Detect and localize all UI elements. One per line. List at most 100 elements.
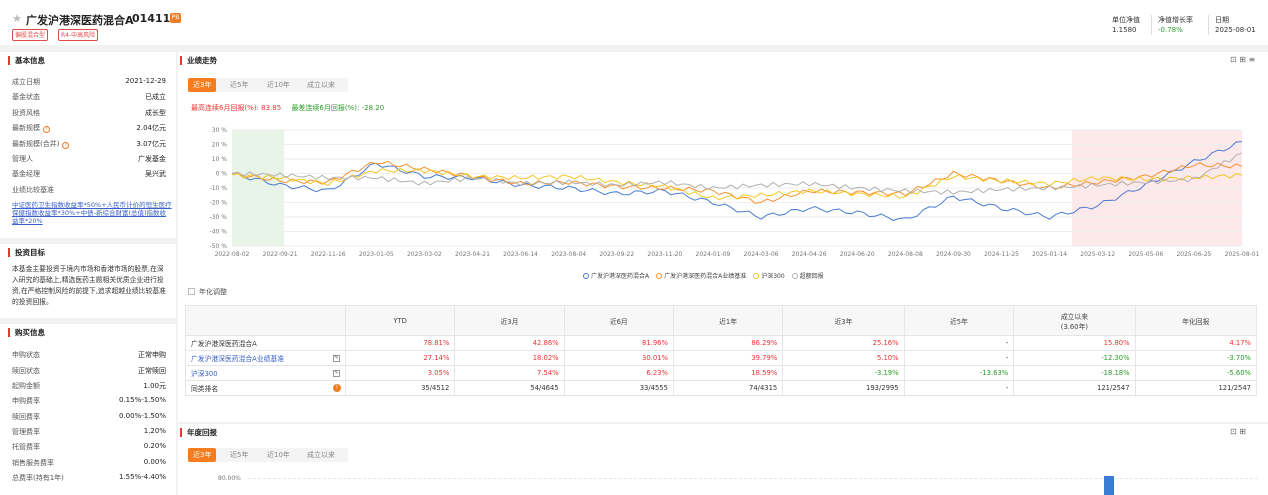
fund-name: 广发沪港深医药混合A [26,14,134,27]
legend-item[interactable]: 沪深300 [753,273,785,280]
y-tick-label: 10 % [212,156,228,163]
growth-value: -0.78% [1158,26,1183,34]
annual-tab-3y[interactable]: 近3年 [188,448,217,462]
table-header: 近5年 [903,305,1015,336]
tab-10y[interactable]: 近10年 [267,81,290,89]
x-tick-label: 2024-09-30 [936,251,971,258]
x-tick-label: 2024-06-20 [840,251,875,258]
table-cell: 18.02% [454,350,565,366]
worst-6m-return: 最差连续6月回报(%): -28.20 [291,104,385,112]
row-name[interactable]: 沪深300 ✎ [185,365,346,381]
annual-toolbar-icons[interactable]: ⊡ ⊞ [1230,427,1246,436]
edit-icon[interactable]: ✎ [333,355,340,362]
basic-info-panel: 基本信息 成立日期 2021-12-29 基金状态 已成立 投资风格 成长型 最新规模… [0,52,176,238]
invest-goal-text: 本基金主要投资于境内市场和香港市场的股票,在深入研究的基础上,精选医药主题相关优… [12,265,166,306]
tab-since-inception[interactable]: 成立以来 [307,81,335,89]
table-cell: 18.59% [672,365,784,381]
x-tick-label: 2023-01-05 [359,251,394,258]
x-tick-label: 2024-04-26 [792,251,827,258]
x-tick-label: 2022-11-16 [311,251,346,258]
annualize-toggle[interactable]: 年化调整 [188,287,227,297]
legend-dot-icon [791,273,798,279]
help-icon[interactable]: ? [62,142,70,149]
x-tick-label: 2025-03-12 [1080,251,1115,258]
table-cell: 3.05% [344,365,456,381]
star-icon[interactable]: ★ [12,12,22,25]
annualize-checkbox[interactable] [188,288,195,295]
series-line-4 [231,152,1243,195]
date-label: 日期 [1215,16,1229,24]
purchase-row: 销售服务费率 0.00% [12,458,166,467]
x-tick-label: 2023-06-14 [503,251,538,258]
purchase-row: 托管费率 0.20% [12,442,166,451]
table-cell: 42.86% [454,335,565,351]
table-cell: 30.01% [563,350,674,366]
date-value: 2025-08-01 [1215,26,1256,34]
table-row: 广发沪港深医药混合A业绩基准 ✎ 27.14% 18.02% 30.01% 39.79% 5… [185,350,1258,366]
annual-gridline [248,478,1258,479]
legend-item[interactable]: 超额回报 [791,273,824,280]
table-cell: 7.54% [454,365,565,381]
purchase-row: 申购费率 0.15%-1.50% [12,396,166,405]
legend-item[interactable]: 广发沪港深医药混合A [583,273,649,280]
series-line-3 [231,167,1243,201]
x-tick-label: 2023-04-21 [455,251,490,258]
best-6m-return: 最高连续6月回报(%): 83.85 [191,104,282,112]
info-icon[interactable]: ! [333,384,341,392]
fund-header: ★ 广发沪港深医药混合A 014114 PB 偏股混合型 R4-中高风险 单位净… [0,0,1268,45]
table-cell: 33/4555 [563,380,674,396]
tab-5y[interactable]: 近5年 [230,81,249,89]
purchase-row: 管理费率 1.20% [12,427,166,436]
tab-3y[interactable]: 近3年 [188,78,217,92]
benchmark-link[interactable]: 中证医药卫生指数收益率*50%+人民币计价的恒生医疗保健指数收益率*30%+中债… [12,201,172,225]
table-cell: 74/4315 [672,380,784,396]
performance-tabs: 近3年 近5年 近10年 成立以来 [188,78,348,92]
info-row: 成立日期 2021-12-29 [12,77,166,86]
table-cell: 35/4512 [344,380,456,396]
table-cell: 121/2547 [1013,380,1136,396]
y-tick-label: -10 % [210,185,228,192]
info-row: 业绩比较基准 [12,186,54,194]
pb-badge: PB [170,13,181,23]
purchase-row: 赎回费率 0.00%-1.50% [12,412,166,421]
x-tick-label: 2022-08-02 [215,251,250,258]
purchase-row: 赎回状态 正常赎回 [12,367,166,375]
table-cell: - [903,350,1015,366]
help-icon[interactable]: ? [43,126,50,133]
edit-icon[interactable]: ✎ [333,370,340,377]
x-tick-label: 2025-05-06 [1128,251,1163,258]
annual-tab-5y[interactable]: 近5年 [230,451,249,459]
row-name[interactable]: 广发沪港深医药混合A业绩基准 ✎ [185,350,346,366]
table-cell: -18.18% [1013,365,1136,381]
info-row: 最新规模(合并)? 3.07亿元 [12,140,166,149]
table-cell: 81.96% [563,335,674,351]
table-header: 近6月 [563,305,674,336]
table-row: 同类排名! 35/4512 54/4645 33/4555 74/4315 193/299… [185,380,1258,396]
x-tick-label: 2023-11-20 [647,251,682,258]
info-row: 基金经理 吴兴武 [12,170,166,178]
table-cell: 121/2547 [1134,380,1258,396]
table-cell: - [903,380,1015,396]
invest-goal-title: 投资目标 [8,248,45,257]
table-cell: 6.23% [563,365,674,381]
chart-toolbar-icons[interactable]: ⊡ ⊞ ≡ [1230,55,1256,64]
annual-tab-since-inception[interactable]: 成立以来 [307,451,335,459]
basic-info-title: 基本信息 [8,56,45,65]
table-cell: -13.63% [903,365,1015,381]
table-cell: - [903,335,1015,351]
x-tick-label: 2025-01-14 [1032,251,1067,258]
performance-chart: 30 % 20 % 10 % 0 % -10 % -20 % -30 % -40 % -50 %… [210,127,1260,258]
annual-tab-10y[interactable]: 近10年 [267,451,290,459]
fund-type-tag: 偏股混合型 [12,29,49,41]
legend-item[interactable]: 广发沪港深医药混合A业绩基准 [656,273,746,280]
x-tick-label: 2022-09-21 [263,251,298,258]
manager-link[interactable]: 吴兴武 [145,170,166,178]
growth-label: 净值增长率 [1158,16,1193,24]
table-cell: 39.79% [672,350,784,366]
y-tick-label: -50 % [210,243,228,250]
annual-tabs: 近3年 近5年 近10年 成立以来 [188,448,348,462]
max-min-return: 最高连续6月回报(%): 83.85 最差连续6月回报(%): -28.20 [191,103,384,113]
x-tick-label: 2023-08-04 [551,251,586,258]
purchase-info-title: 购买信息 [8,328,45,337]
performance-title: 业绩走势 [180,56,217,65]
